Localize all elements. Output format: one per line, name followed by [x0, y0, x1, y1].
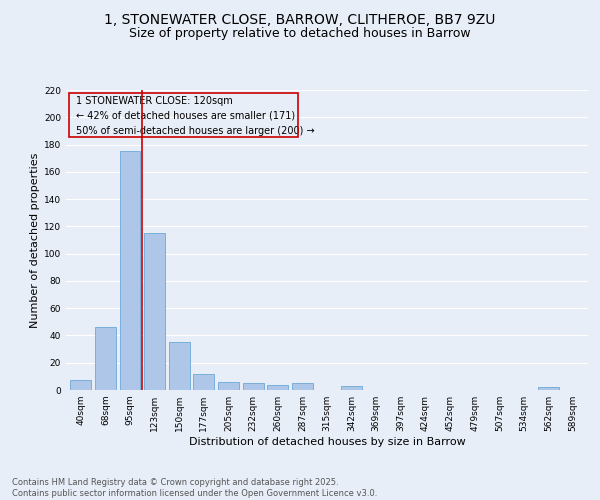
Bar: [538, 388, 559, 390]
Bar: [218, 382, 239, 390]
Bar: [267, 384, 288, 390]
X-axis label: Distribution of detached houses by size in Barrow: Distribution of detached houses by size …: [188, 437, 466, 447]
Bar: [70, 380, 91, 390]
Bar: [169, 342, 190, 390]
Bar: [193, 374, 214, 390]
Bar: [242, 383, 263, 390]
Text: 1, STONEWATER CLOSE, BARROW, CLITHEROE, BB7 9ZU: 1, STONEWATER CLOSE, BARROW, CLITHEROE, …: [104, 12, 496, 26]
Bar: [292, 383, 313, 390]
Text: Contains HM Land Registry data © Crown copyright and database right 2025.
Contai: Contains HM Land Registry data © Crown c…: [12, 478, 377, 498]
Y-axis label: Number of detached properties: Number of detached properties: [30, 152, 40, 328]
Bar: [341, 386, 362, 390]
Text: 1 STONEWATER CLOSE: 120sqm
← 42% of detached houses are smaller (171)
50% of sem: 1 STONEWATER CLOSE: 120sqm ← 42% of deta…: [76, 96, 315, 136]
Bar: [119, 152, 140, 390]
Bar: [95, 328, 116, 390]
Text: Size of property relative to detached houses in Barrow: Size of property relative to detached ho…: [129, 28, 471, 40]
Bar: [144, 233, 165, 390]
